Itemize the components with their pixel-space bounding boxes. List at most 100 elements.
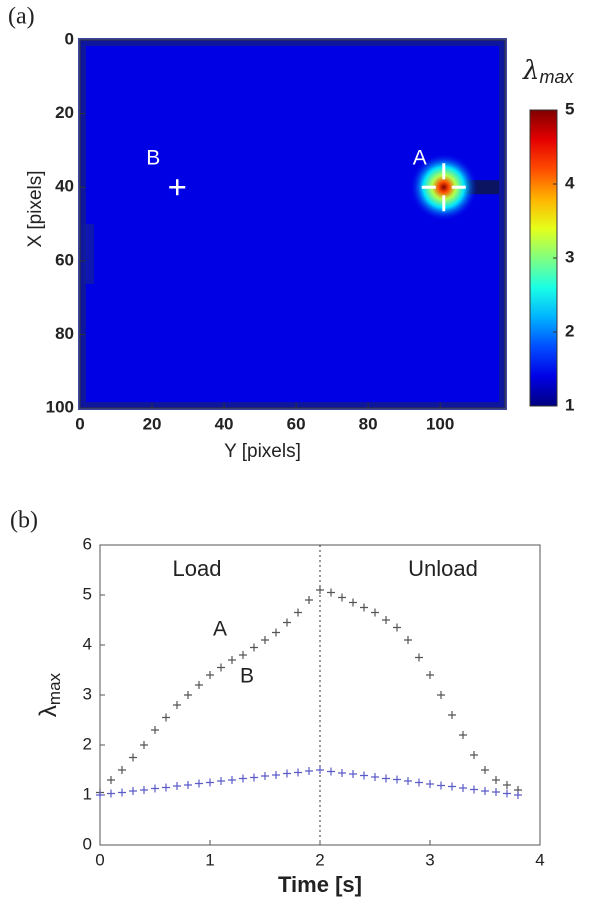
data-point bbox=[393, 775, 401, 784]
x-tick-label: 2 bbox=[315, 850, 324, 869]
data-point bbox=[151, 784, 159, 793]
y-axis-symbol: λ bbox=[35, 705, 62, 717]
data-point bbox=[118, 766, 126, 774]
data-point bbox=[195, 779, 203, 788]
data-point bbox=[382, 616, 390, 624]
heatmap-edge bbox=[84, 224, 94, 284]
data-point bbox=[261, 636, 269, 644]
data-point bbox=[470, 751, 478, 759]
y-axis-subscript: max bbox=[45, 672, 64, 705]
data-point bbox=[250, 643, 258, 652]
data-point bbox=[305, 596, 313, 604]
data-point bbox=[294, 768, 302, 777]
data-point bbox=[426, 671, 434, 679]
data-point bbox=[162, 783, 170, 792]
x-tick-label: 1 bbox=[205, 850, 214, 869]
x-tick-label: 0 bbox=[95, 850, 104, 869]
data-point bbox=[217, 663, 225, 672]
data-point bbox=[162, 713, 170, 722]
data-point bbox=[228, 776, 236, 784]
x-tick-label: 3 bbox=[425, 850, 434, 869]
data-point bbox=[206, 778, 214, 787]
data-point bbox=[338, 769, 346, 777]
data-point bbox=[382, 774, 390, 783]
data-point bbox=[129, 787, 137, 795]
data-point bbox=[173, 701, 181, 709]
annotation: Unload bbox=[408, 556, 478, 581]
data-point bbox=[360, 603, 368, 612]
marker bbox=[421, 163, 466, 212]
data-point bbox=[184, 781, 192, 789]
data-point bbox=[481, 787, 489, 795]
x-tick-label: 80 bbox=[359, 414, 378, 433]
colorbar-symbol: λ bbox=[522, 56, 539, 86]
x-tick-label: 20 bbox=[143, 414, 162, 433]
y-tick-label: 60 bbox=[55, 250, 74, 269]
x-tick-label: 4 bbox=[535, 850, 544, 869]
y-tick-label: 80 bbox=[55, 324, 74, 343]
series-label: B bbox=[240, 665, 254, 688]
colorbar bbox=[529, 109, 558, 407]
data-point bbox=[206, 671, 214, 679]
data-point bbox=[118, 788, 126, 797]
x-axis-label: Time [s] bbox=[278, 872, 362, 897]
data-point bbox=[140, 741, 148, 749]
data-point bbox=[404, 777, 412, 785]
data-point bbox=[250, 773, 258, 782]
heatmap-border bbox=[78, 38, 507, 410]
data-point bbox=[459, 731, 467, 739]
colorbar-subscript: max bbox=[539, 67, 574, 87]
data-point bbox=[415, 653, 423, 662]
marker bbox=[169, 179, 186, 196]
x-tick-label: 100 bbox=[426, 414, 454, 433]
panel-label: (b) bbox=[10, 508, 38, 534]
data-point bbox=[239, 774, 247, 783]
data-point bbox=[360, 771, 368, 780]
x-tick-label: 60 bbox=[287, 414, 306, 433]
data-point bbox=[140, 786, 148, 794]
data-point bbox=[283, 769, 291, 778]
data-point bbox=[272, 771, 280, 779]
data-point bbox=[327, 588, 335, 597]
data-point bbox=[184, 691, 192, 699]
data-point bbox=[316, 586, 324, 594]
colorbar-title: λmax bbox=[522, 56, 574, 87]
point-label: B bbox=[146, 147, 160, 170]
data-point bbox=[327, 767, 335, 776]
data-point bbox=[415, 778, 423, 787]
y-tick-label: 100 bbox=[46, 397, 74, 416]
y-tick-label: 6 bbox=[83, 534, 92, 553]
colorbar-tick-label: 4 bbox=[565, 173, 575, 192]
data-point bbox=[129, 753, 137, 762]
data-point bbox=[305, 767, 313, 775]
colorbar-tick-label: 3 bbox=[565, 247, 574, 266]
y-tick-label: 0 bbox=[83, 834, 92, 853]
plot-frame bbox=[79, 39, 506, 409]
colorbar-tick-label: 5 bbox=[565, 99, 574, 118]
data-point bbox=[261, 772, 269, 780]
data-point bbox=[426, 780, 434, 788]
x-tick-label: 40 bbox=[215, 414, 234, 433]
data-point bbox=[470, 785, 478, 794]
data-point bbox=[503, 781, 511, 789]
data-point bbox=[151, 726, 159, 734]
data-point bbox=[217, 777, 225, 785]
data-point bbox=[338, 593, 346, 602]
data-point bbox=[349, 598, 357, 607]
x-axis-label: Y [pixels] bbox=[224, 441, 301, 462]
data-point bbox=[228, 656, 236, 664]
data-point bbox=[481, 766, 489, 774]
hot-spot bbox=[409, 153, 478, 222]
data-point bbox=[96, 791, 104, 799]
data-point bbox=[294, 608, 302, 617]
data-point bbox=[437, 691, 445, 699]
data-point bbox=[195, 681, 203, 689]
data-point bbox=[503, 789, 511, 798]
data-point bbox=[107, 776, 115, 784]
y-tick-label: 40 bbox=[55, 177, 74, 196]
data-point bbox=[514, 791, 522, 799]
y-tick-label: 20 bbox=[55, 103, 74, 122]
data-point bbox=[349, 770, 357, 778]
